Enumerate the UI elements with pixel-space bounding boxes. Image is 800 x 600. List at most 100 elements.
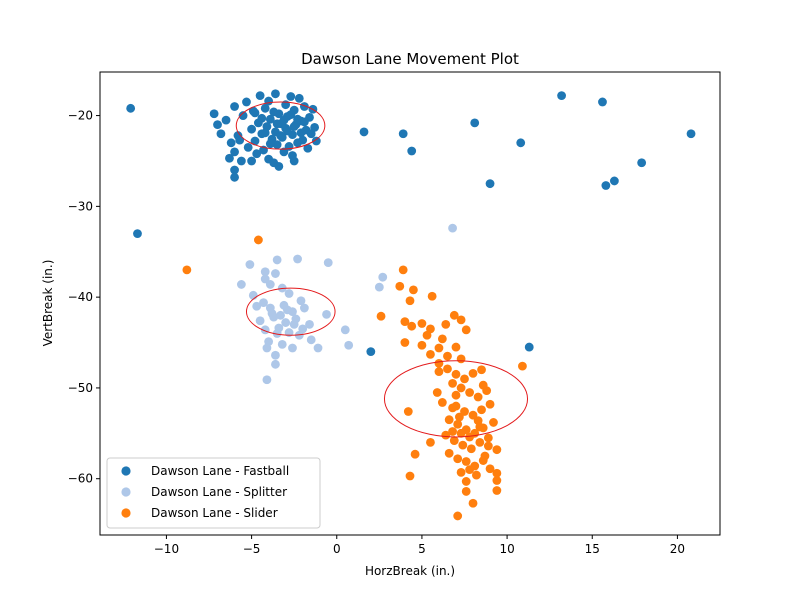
point-dawson-lane-fastball [235, 136, 244, 145]
point-dawson-lane-fastball [269, 108, 278, 117]
point-dawson-lane-slider [254, 236, 263, 245]
point-dawson-lane-slider [443, 352, 452, 361]
point-dawson-lane-slider [457, 315, 466, 324]
point-dawson-lane-slider [457, 384, 466, 393]
y-axis-ticks: −20−30−40−50−60 [68, 109, 100, 486]
point-dawson-lane-fastball [637, 158, 646, 167]
point-dawson-lane-slider [475, 438, 484, 447]
x-tick-label: 10 [499, 542, 514, 556]
point-dawson-lane-fastball [470, 118, 479, 127]
point-dawson-lane-slider [457, 468, 466, 477]
point-dawson-lane-fastball [516, 138, 525, 147]
point-dawson-lane-fastball [217, 129, 226, 138]
legend-marker [121, 487, 130, 496]
x-axis-ticks: −10 −5 0 5 10 15 20 [154, 535, 685, 556]
legend: Dawson Lane - Fastball Dawson Lane - Spli… [107, 458, 320, 528]
point-dawson-lane-fastball [557, 91, 566, 100]
x-tick-label: 20 [670, 542, 685, 556]
x-tick-label: −10 [154, 542, 179, 556]
point-dawson-lane-slider [486, 400, 495, 409]
x-tick-label: 0 [333, 542, 341, 556]
point-dawson-lane-slider [448, 427, 457, 436]
point-dawson-lane-splitter [263, 344, 272, 353]
point-dawson-lane-fastball [210, 109, 219, 118]
legend-label: Dawson Lane - Slider [151, 506, 278, 520]
point-dawson-lane-splitter [375, 283, 384, 292]
point-dawson-lane-slider [441, 320, 450, 329]
point-dawson-lane-slider [426, 350, 435, 359]
point-dawson-lane-slider [475, 423, 484, 432]
legend-marker [121, 466, 130, 475]
point-dawson-lane-splitter [268, 309, 277, 318]
point-dawson-lane-fastball [126, 104, 135, 113]
point-dawson-lane-fastball [242, 98, 251, 107]
point-dawson-lane-splitter [256, 316, 265, 325]
point-dawson-lane-slider [484, 433, 493, 442]
point-dawson-lane-fastball [598, 98, 607, 107]
point-dawson-lane-slider [462, 325, 471, 334]
point-dawson-lane-splitter [378, 273, 387, 282]
point-dawson-lane-fastball [310, 123, 319, 132]
x-tick-label: −5 [243, 542, 261, 556]
point-dawson-lane-slider [465, 388, 474, 397]
point-dawson-lane-fastball [213, 120, 222, 129]
point-dawson-lane-fastball [230, 173, 239, 182]
point-dawson-lane-splitter [290, 320, 299, 329]
x-tick-label: 15 [585, 542, 600, 556]
point-dawson-lane-fastball [280, 116, 289, 125]
legend-label: Dawson Lane - Fastball [151, 464, 289, 478]
point-dawson-lane-slider [455, 413, 464, 422]
point-dawson-lane-slider [457, 354, 466, 363]
point-dawson-lane-slider [418, 341, 427, 350]
point-dawson-lane-fastball [251, 108, 260, 117]
point-dawson-lane-fastball [256, 91, 265, 100]
point-dawson-lane-slider [411, 450, 420, 459]
y-tick-label: −30 [68, 199, 93, 213]
point-dawson-lane-slider [465, 465, 474, 474]
point-dawson-lane-slider [448, 404, 457, 413]
point-dawson-lane-slider [518, 362, 527, 371]
point-dawson-lane-slider [458, 441, 467, 450]
point-dawson-lane-slider [428, 292, 437, 301]
chart-title: Dawson Lane Movement Plot [301, 50, 519, 68]
point-dawson-lane-splitter [344, 341, 353, 350]
point-dawson-lane-splitter [293, 255, 302, 264]
y-tick-label: −60 [68, 472, 93, 486]
point-dawson-lane-slider [435, 359, 444, 368]
point-dawson-lane-slider [395, 282, 404, 291]
point-dawson-lane-slider [467, 444, 476, 453]
point-dawson-lane-slider [399, 266, 408, 275]
y-axis-label: VertBreak (in.) [41, 260, 55, 347]
point-dawson-lane-splitter [245, 260, 254, 269]
point-dawson-lane-splitter [276, 311, 285, 320]
point-dawson-lane-slider [453, 454, 462, 463]
point-dawson-lane-fastball [366, 347, 375, 356]
point-dawson-lane-fastball [286, 92, 295, 101]
point-dawson-lane-slider [489, 418, 498, 427]
point-dawson-lane-slider [450, 436, 459, 445]
point-dawson-lane-fastball [225, 154, 234, 163]
point-dawson-lane-slider [462, 487, 471, 496]
y-tick-label: −20 [68, 109, 93, 123]
point-dawson-lane-fastball [261, 128, 270, 137]
x-axis-label: HorzBreak (in.) [365, 564, 455, 578]
point-dawson-lane-slider [182, 266, 191, 275]
point-dawson-lane-fastball [266, 139, 275, 148]
point-dawson-lane-splitter [448, 224, 457, 233]
point-dawson-lane-splitter [288, 344, 297, 353]
point-dawson-lane-fastball [601, 181, 610, 190]
point-dawson-lane-slider [409, 285, 418, 294]
point-dawson-lane-slider [406, 296, 415, 305]
point-dawson-lane-slider [453, 420, 462, 429]
point-dawson-lane-splitter [252, 302, 261, 311]
point-dawson-lane-fastball [360, 128, 369, 137]
point-dawson-lane-fastball [399, 129, 408, 138]
point-dawson-lane-slider [469, 369, 478, 378]
point-dawson-lane-slider [460, 374, 469, 383]
point-dawson-lane-splitter [263, 375, 272, 384]
point-dawson-lane-fastball [230, 102, 239, 111]
point-dawson-lane-fastball [271, 89, 280, 98]
point-dawson-lane-slider [448, 379, 457, 388]
point-dawson-lane-slider [481, 452, 490, 461]
point-dawson-lane-slider [438, 335, 447, 344]
